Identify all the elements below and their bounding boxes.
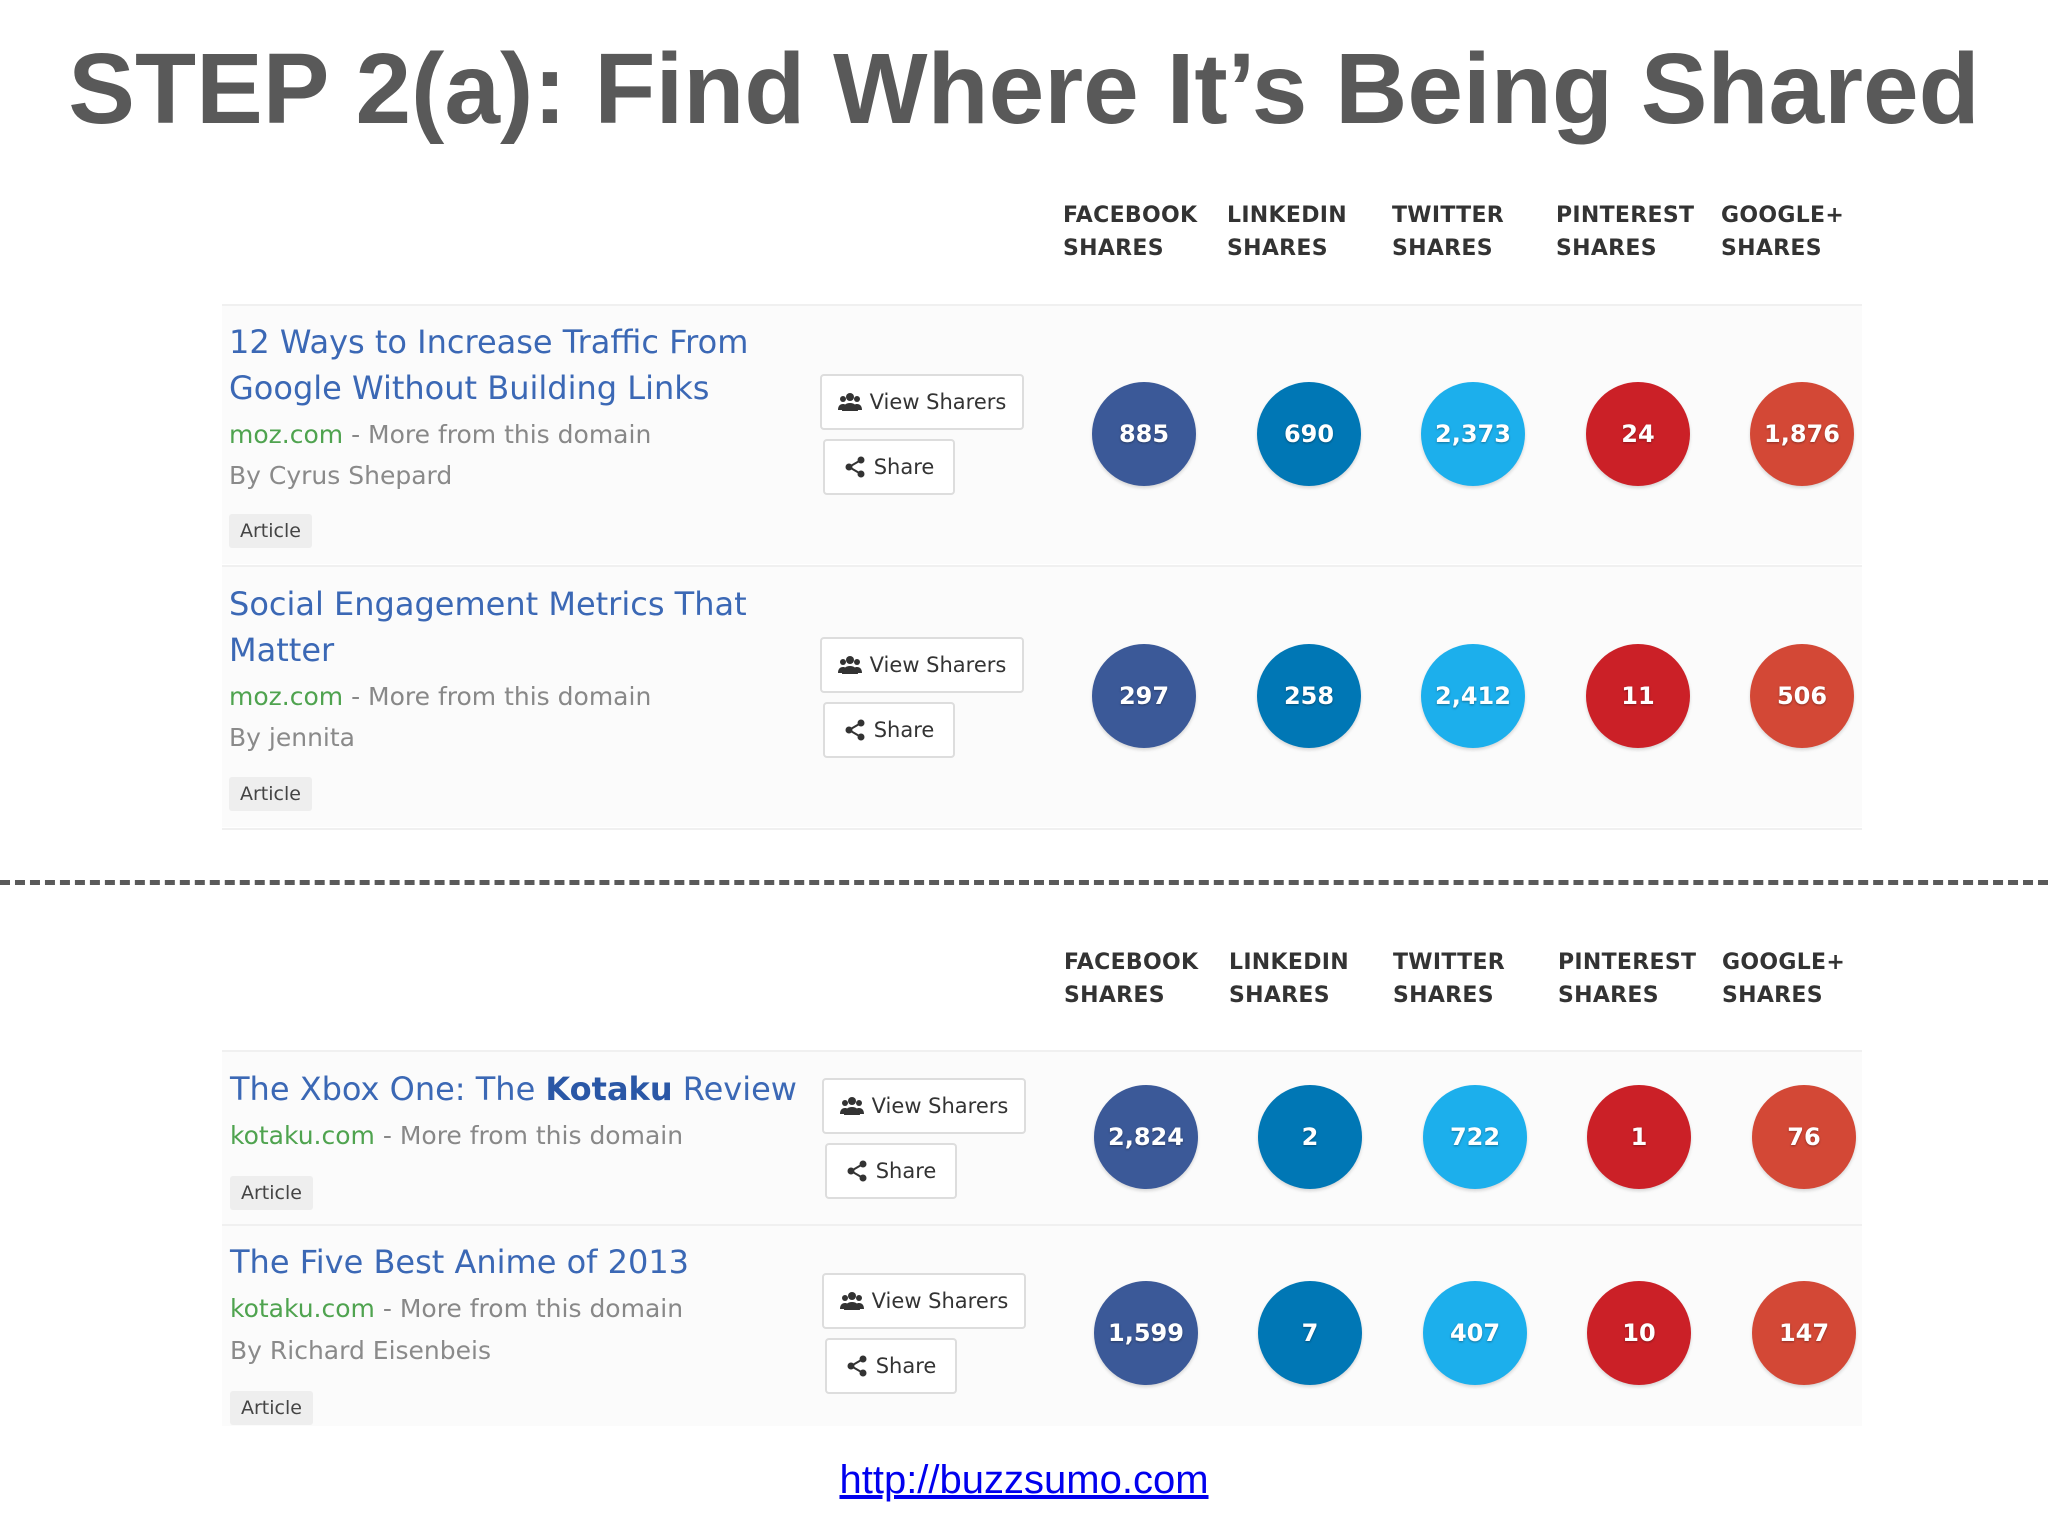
column-header-pinterest[interactable]: PINTEREST SHARES — [1556, 203, 1695, 261]
domain-link[interactable]: moz.com — [229, 420, 344, 449]
more-from-domain-link[interactable]: More from this domain — [399, 1294, 684, 1323]
share-icon — [846, 1160, 868, 1182]
domain-link[interactable]: moz.com — [229, 682, 344, 711]
share-icon — [844, 719, 866, 741]
pinterest-share-count: 24 — [1586, 382, 1690, 486]
source-url-link[interactable]: http://buzzsumo.com — [839, 1458, 1209, 1502]
article-title-link[interactable]: Social Engagement Metrics That Matter — [229, 585, 747, 669]
pinterest-share-count: 1 — [1587, 1085, 1691, 1189]
divider — [222, 828, 1862, 830]
divider — [222, 1224, 1862, 1226]
column-header-pinterest[interactable]: PINTEREST SHARES — [1558, 950, 1697, 1008]
article-domain-line: moz.com - More from this domain — [229, 682, 652, 711]
domain-link[interactable]: kotaku.com — [230, 1121, 375, 1150]
facebook-share-count: 1,599 — [1094, 1281, 1198, 1385]
column-header-twitter[interactable]: TWITTER SHARES — [1393, 950, 1506, 1008]
users-icon — [837, 392, 862, 412]
article-title-link[interactable]: The Xbox One: The Kotaku Review — [230, 1070, 797, 1108]
pinterest-share-count: 11 — [1586, 644, 1690, 748]
facebook-share-count: 297 — [1092, 644, 1196, 748]
twitter-share-count: 722 — [1423, 1085, 1527, 1189]
linkedin-share-count: 258 — [1257, 644, 1361, 748]
twitter-share-count: 407 — [1423, 1281, 1527, 1385]
twitter-share-count: 2,373 — [1421, 382, 1525, 486]
share-button[interactable]: Share — [825, 1143, 957, 1199]
article-author: By Cyrus Shepard — [229, 461, 453, 490]
googleplus-share-count: 76 — [1752, 1085, 1856, 1189]
view-sharers-button[interactable]: View Sharers — [822, 1078, 1026, 1134]
divider — [222, 304, 1862, 306]
share-button[interactable]: Share — [823, 702, 955, 758]
column-header-twitter[interactable]: TWITTER SHARES — [1392, 203, 1505, 261]
facebook-share-count: 2,824 — [1094, 1085, 1198, 1189]
article-type-tag: Article — [230, 1176, 313, 1210]
slide-title: STEP 2(a): Find Where It’s Being Shared — [68, 33, 1980, 145]
users-icon — [839, 1291, 864, 1311]
article-author: By Richard Eisenbeis — [230, 1336, 491, 1365]
share-icon — [846, 1355, 868, 1377]
column-header-linkedin[interactable]: LINKEDIN SHARES — [1229, 950, 1349, 1008]
share-icon — [844, 456, 866, 478]
column-header-facebook[interactable]: FACEBOOK SHARES — [1064, 950, 1199, 1008]
section-divider — [0, 880, 2048, 885]
article-domain-line: kotaku.com - More from this domain — [230, 1294, 684, 1323]
domain-link[interactable]: kotaku.com — [230, 1294, 375, 1323]
more-from-domain-link[interactable]: More from this domain — [368, 420, 652, 449]
article-type-tag: Article — [229, 514, 312, 548]
column-header-linkedin[interactable]: LINKEDIN SHARES — [1227, 203, 1347, 261]
divider — [222, 1050, 1862, 1052]
twitter-share-count: 2,412 — [1421, 644, 1525, 748]
view-sharers-button[interactable]: View Sharers — [820, 637, 1024, 693]
facebook-share-count: 885 — [1092, 382, 1196, 486]
view-sharers-button[interactable]: View Sharers — [820, 374, 1024, 430]
share-button[interactable]: Share — [825, 1338, 957, 1394]
view-sharers-button[interactable]: View Sharers — [822, 1273, 1026, 1329]
article-title-link[interactable]: 12 Ways to Increase Traffic From Google … — [229, 323, 749, 407]
googleplus-share-count: 147 — [1752, 1281, 1856, 1385]
linkedin-share-count: 7 — [1258, 1281, 1362, 1385]
article-title-link[interactable]: The Five Best Anime of 2013 — [230, 1243, 690, 1281]
share-button[interactable]: Share — [823, 439, 955, 495]
article-domain-line: moz.com - More from this domain — [229, 420, 652, 449]
more-from-domain-link[interactable]: More from this domain — [399, 1121, 684, 1150]
column-header-googleplus[interactable]: GOOGLE+ SHARES — [1721, 203, 1845, 261]
linkedin-share-count: 2 — [1258, 1085, 1362, 1189]
more-from-domain-link[interactable]: More from this domain — [368, 682, 652, 711]
users-icon — [837, 655, 862, 675]
users-icon — [839, 1096, 864, 1116]
linkedin-share-count: 690 — [1257, 382, 1361, 486]
pinterest-share-count: 10 — [1587, 1281, 1691, 1385]
googleplus-share-count: 506 — [1750, 644, 1854, 748]
divider — [222, 565, 1862, 567]
article-domain-line: kotaku.com - More from this domain — [230, 1121, 684, 1150]
article-type-tag: Article — [229, 777, 312, 811]
article-type-tag: Article — [230, 1391, 313, 1425]
column-header-facebook[interactable]: FACEBOOK SHARES — [1063, 203, 1198, 261]
article-author: By jennita — [229, 723, 355, 752]
googleplus-share-count: 1,876 — [1750, 382, 1854, 486]
column-header-googleplus[interactable]: GOOGLE+ SHARES — [1722, 950, 1846, 1008]
